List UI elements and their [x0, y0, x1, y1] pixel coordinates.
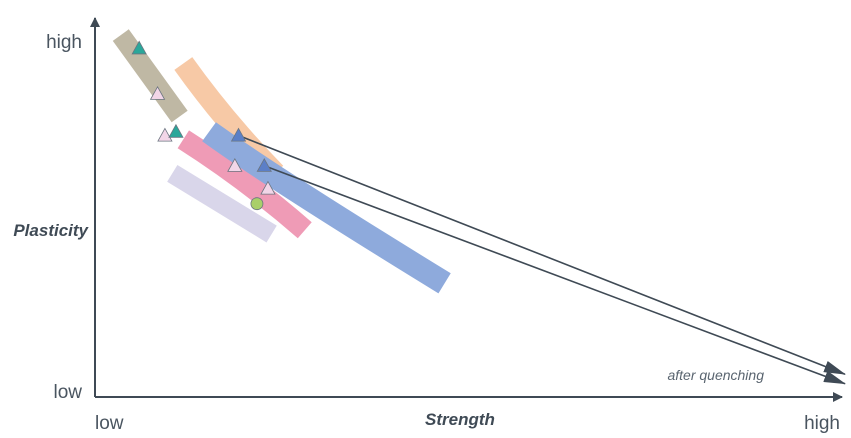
circle-marker-9	[250, 197, 264, 211]
region-band-3	[167, 164, 277, 243]
region-band-1	[112, 29, 188, 123]
after-quenching-label: after quenching	[667, 367, 764, 383]
triangle-marker-8	[260, 180, 276, 195]
property-regions	[112, 29, 451, 294]
data-markers	[131, 40, 276, 211]
y-axis-title: Plasticity	[13, 221, 89, 240]
quenching-arrow-1	[238, 134, 846, 376]
quenching-arrows	[238, 134, 846, 385]
triangle-marker-2	[149, 85, 166, 100]
triangle-marker-4	[168, 123, 184, 138]
triangle-marker-6	[227, 157, 243, 172]
region-band-5	[202, 122, 451, 294]
triangle-marker-3	[157, 127, 173, 142]
y-tick-low: low	[53, 382, 82, 403]
triangle-marker-7	[256, 157, 272, 172]
triangle-marker-5	[230, 127, 247, 142]
quenching-arrow-2	[263, 165, 846, 385]
x-axis-title: Strength	[425, 410, 495, 429]
triangle-marker-1	[131, 40, 147, 55]
y-tick-high: high	[46, 32, 82, 53]
x-tick-high: high	[804, 413, 840, 434]
x-tick-low: low	[95, 413, 124, 434]
region-band-4	[177, 130, 312, 239]
